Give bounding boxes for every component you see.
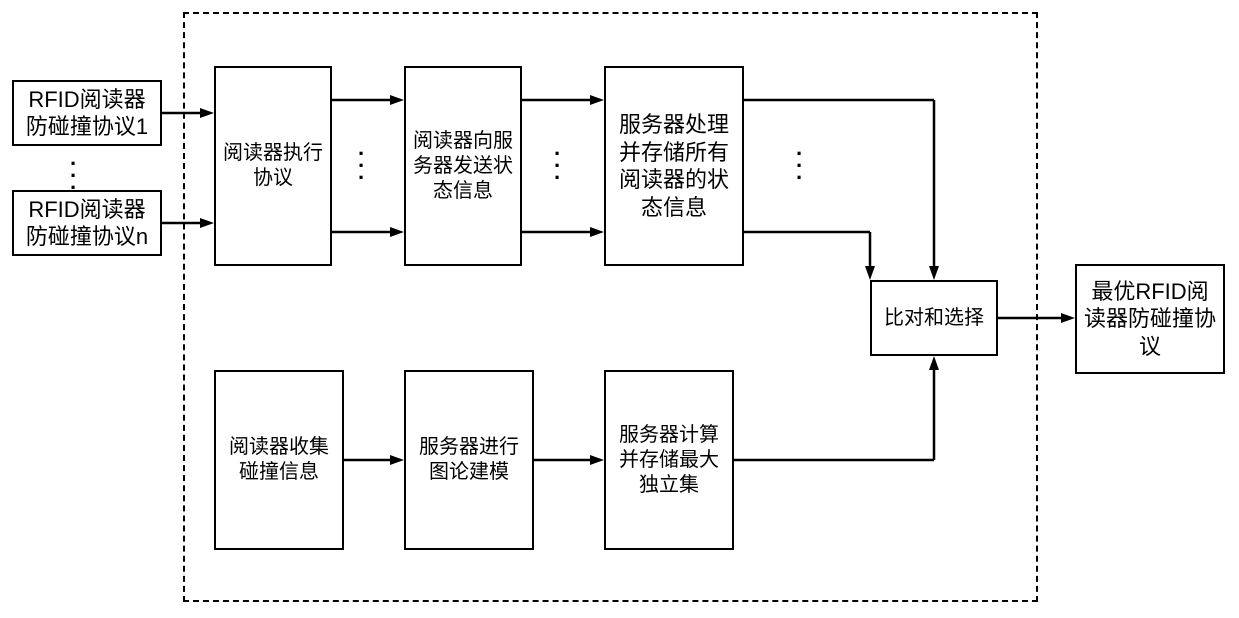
ellipsis-store-cmp: ··· — [796, 148, 803, 184]
node-server-max-independent-set: 服务器计算并存储最大独立集 — [604, 370, 734, 550]
label: RFID阅读器防碰撞协议n — [20, 196, 154, 251]
label: 阅读器向服务器发送状态信息 — [412, 129, 514, 204]
node-server-store-status: 服务器处理并存储所有阅读器的状态信息 — [604, 66, 744, 266]
node-reader-send-status: 阅读器向服务器发送状态信息 — [404, 66, 522, 266]
ellipsis-exec-send: ··· — [358, 148, 365, 184]
node-input-protocol-n: RFID阅读器防碰撞协议n — [12, 190, 162, 256]
label: 服务器处理并存储所有阅读器的状态信息 — [612, 111, 736, 221]
label: 最优RFID阅读器防碰撞协议 — [1083, 278, 1217, 361]
node-output-optimal-protocol: 最优RFID阅读器防碰撞协议 — [1075, 264, 1225, 374]
label: 阅读器收集碰撞信息 — [222, 435, 336, 485]
label: 阅读器执行协议 — [222, 141, 324, 191]
label: RFID阅读器防碰撞协议1 — [20, 86, 154, 141]
ellipsis-send-store: ··· — [554, 148, 561, 184]
node-reader-collect-collision: 阅读器收集碰撞信息 — [214, 370, 344, 550]
label: 服务器计算并存储最大独立集 — [612, 423, 726, 498]
label: 比对和选择 — [884, 306, 984, 331]
node-reader-execute: 阅读器执行协议 — [214, 66, 332, 266]
label: 服务器进行图论建模 — [412, 435, 526, 485]
ellipsis-inputs: ··· — [70, 158, 77, 194]
node-input-protocol-1: RFID阅读器防碰撞协议1 — [12, 80, 162, 146]
node-compare-select: 比对和选择 — [870, 280, 998, 356]
node-server-graph-model: 服务器进行图论建模 — [404, 370, 534, 550]
